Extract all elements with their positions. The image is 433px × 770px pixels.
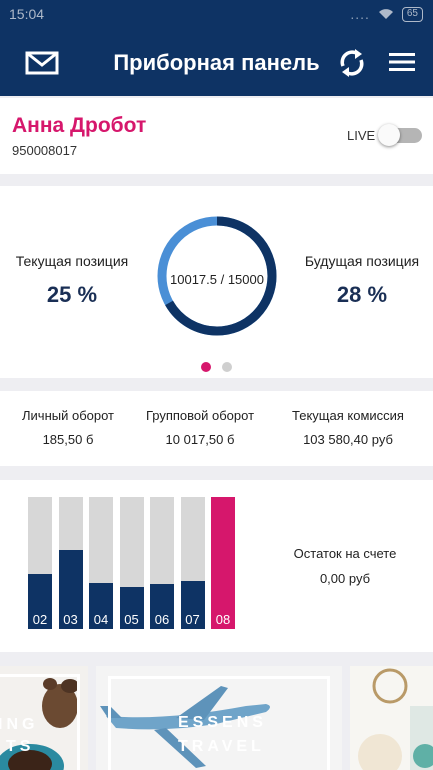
stat-current-commission: Текущая комиссия 103 580,40 руб: [273, 408, 423, 447]
chart-bar-04[interactable]: 04: [89, 497, 113, 629]
user-id: 950008017: [12, 143, 78, 158]
chart-bar-label: 03: [63, 612, 78, 627]
chart-bar-fill: [119, 586, 144, 629]
stat-value: 103 580,40 руб: [303, 432, 393, 447]
balance-label: Остаток на счете: [293, 546, 397, 561]
live-toggle-knob[interactable]: [378, 124, 400, 146]
chart-bar-08[interactable]: 08: [211, 497, 235, 629]
status-icons: .... 65: [350, 6, 423, 22]
battery-icon: 65: [401, 6, 423, 22]
banner-text-1: ING: [0, 716, 39, 733]
chart-bar-fill: [150, 584, 174, 629]
status-bar: 15:04 .... 65: [0, 0, 433, 28]
positions-card[interactable]: Текущая позиция 25 % 10017.5 / 15000 Буд…: [0, 186, 433, 378]
stat-label: Групповой оборот: [145, 408, 255, 423]
chart-bar-fill: [180, 581, 205, 629]
banner-frame: [108, 676, 330, 770]
banner-text-2: TS: [6, 738, 35, 755]
stats-card: Личный оборот 185,50 б Групповой оборот …: [0, 391, 433, 466]
page-dot[interactable]: [201, 362, 211, 372]
page-title: Приборная панель: [113, 50, 320, 75]
banner-cosmetics[interactable]: [350, 666, 433, 770]
chart-bar-05[interactable]: 05: [119, 497, 144, 629]
banner-carousel[interactable]: ING TS ESSENS TRAVEL: [0, 658, 433, 770]
live-toggle[interactable]: [378, 124, 422, 146]
stat-label: Личный оборот: [22, 408, 114, 423]
banner-title: ESSENS: [178, 714, 267, 731]
chart-bar-02[interactable]: 02: [28, 497, 52, 629]
page-dot[interactable]: [222, 362, 232, 372]
stat-value: 185,50 б: [42, 432, 94, 447]
banner-coffee[interactable]: ING TS: [0, 666, 88, 770]
stat-label: Текущая комиссия: [292, 408, 404, 423]
current-position-value: 25 %: [46, 282, 98, 307]
progress-ring-arc: [157, 216, 277, 336]
signal-dots-icon: ....: [350, 6, 370, 22]
chart-bar-label: 06: [154, 612, 170, 627]
profile-card: Анна Дробот 950008017 LIVE: [0, 98, 433, 174]
chart-bar-label: 04: [93, 612, 109, 627]
chart-bar-label: 08: [215, 612, 231, 627]
chart-bar-label: 05: [124, 612, 139, 627]
airplane-image: [100, 686, 270, 768]
chart-bar-label: 02: [32, 612, 48, 627]
page-indicator[interactable]: [201, 362, 232, 372]
banner-essens-travel[interactable]: ESSENS TRAVEL: [96, 666, 342, 770]
chart-bar-fill: [211, 497, 235, 629]
chart-bar-label: 07: [185, 612, 200, 627]
app-bar: Приборная панель: [0, 28, 433, 96]
banner-frame: [0, 674, 80, 770]
user-name: Анна Дробот: [12, 114, 147, 137]
wifi-icon: [378, 9, 393, 19]
chart-bar-07[interactable]: 07: [180, 497, 205, 629]
future-position-value: 28 %: [336, 282, 388, 307]
stat-group-turnover: Групповой оборот 10 017,50 б: [125, 408, 275, 447]
monthly-chart-card: Остаток на счете 0,00 руб 02 03 04 05 06 07 08: [0, 480, 433, 652]
live-label: LIVE: [347, 128, 376, 143]
chart-bar-fill: [58, 549, 83, 629]
future-position-label: Будущая позиция: [304, 253, 420, 269]
stat-value: 10 017,50 б: [165, 432, 235, 447]
refresh-icon[interactable]: [338, 46, 366, 80]
chart-bar-06[interactable]: 06: [150, 497, 174, 629]
cosmetics-image: [358, 668, 433, 770]
progress-text: 10017.5 / 15000: [170, 272, 264, 287]
mail-icon[interactable]: [25, 51, 59, 75]
status-time: 15:04: [9, 6, 45, 22]
balance-value: 0,00 руб: [319, 571, 371, 586]
coffee-beans-image: [0, 678, 79, 770]
chart-bar-03[interactable]: 03: [58, 497, 83, 629]
current-position-label: Текущая позиция: [15, 253, 129, 269]
hamburger-menu-icon[interactable]: [389, 52, 415, 72]
banner-subtitle: TRAVEL: [178, 738, 265, 755]
chart-bar-fill: [89, 582, 113, 629]
stat-personal-turnover: Личный оборот 185,50 б: [0, 408, 143, 447]
chart-bar-fill: [28, 573, 52, 629]
progress-ring: [157, 216, 277, 336]
